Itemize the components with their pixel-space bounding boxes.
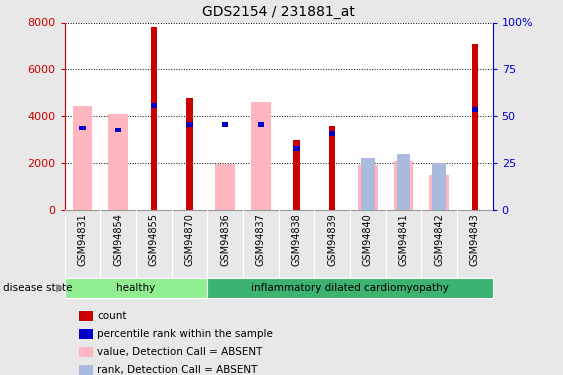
Bar bbox=[115, 128, 122, 132]
Text: GSM94836: GSM94836 bbox=[220, 213, 230, 266]
Bar bbox=[472, 107, 478, 112]
Text: disease state: disease state bbox=[3, 283, 72, 293]
Bar bbox=[358, 165, 378, 210]
Text: GSM94837: GSM94837 bbox=[256, 213, 266, 266]
Bar bbox=[222, 122, 229, 127]
Bar bbox=[396, 154, 410, 210]
Text: rank, Detection Call = ABSENT: rank, Detection Call = ABSENT bbox=[97, 365, 258, 375]
Bar bbox=[472, 44, 478, 210]
Bar bbox=[394, 161, 413, 210]
Text: GSM94840: GSM94840 bbox=[363, 213, 373, 266]
Bar bbox=[65, 278, 207, 298]
Bar bbox=[109, 114, 128, 210]
Bar bbox=[186, 122, 193, 127]
Text: GSM94843: GSM94843 bbox=[470, 213, 480, 266]
Bar bbox=[329, 126, 336, 210]
Bar bbox=[151, 27, 157, 210]
Bar bbox=[293, 140, 300, 210]
Text: count: count bbox=[97, 311, 127, 321]
Text: GSM94870: GSM94870 bbox=[185, 213, 195, 266]
Bar bbox=[216, 164, 235, 210]
Text: healthy: healthy bbox=[117, 283, 156, 293]
Bar bbox=[151, 103, 157, 108]
Bar bbox=[73, 106, 92, 210]
Text: percentile rank within the sample: percentile rank within the sample bbox=[97, 329, 273, 339]
Text: ▶: ▶ bbox=[56, 283, 65, 293]
Text: GSM94854: GSM94854 bbox=[113, 213, 123, 266]
Bar bbox=[207, 278, 493, 298]
Bar bbox=[329, 131, 336, 136]
Bar bbox=[258, 122, 264, 127]
Text: inflammatory dilated cardiomyopathy: inflammatory dilated cardiomyopathy bbox=[251, 283, 449, 293]
Bar bbox=[430, 175, 449, 210]
Bar bbox=[251, 102, 271, 210]
Bar bbox=[79, 126, 86, 130]
Bar bbox=[186, 98, 193, 210]
Bar bbox=[293, 146, 300, 151]
Title: GDS2154 / 231881_at: GDS2154 / 231881_at bbox=[202, 5, 355, 19]
Text: GSM94841: GSM94841 bbox=[399, 213, 409, 266]
Text: GSM94842: GSM94842 bbox=[434, 213, 444, 266]
Text: GSM94839: GSM94839 bbox=[327, 213, 337, 266]
Text: value, Detection Call = ABSENT: value, Detection Call = ABSENT bbox=[97, 347, 263, 357]
Bar bbox=[361, 158, 375, 210]
Text: GSM94855: GSM94855 bbox=[149, 213, 159, 267]
Text: GSM94831: GSM94831 bbox=[78, 213, 88, 266]
Text: GSM94838: GSM94838 bbox=[292, 213, 302, 266]
Bar bbox=[432, 163, 446, 210]
